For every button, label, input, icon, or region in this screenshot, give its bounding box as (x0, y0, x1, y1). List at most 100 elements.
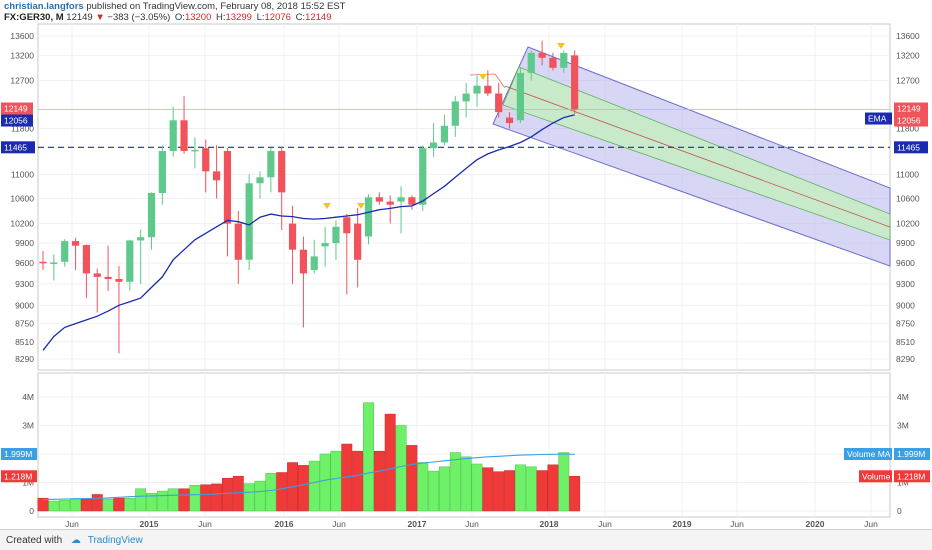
channel-inner-band[interactable] (502, 66, 891, 241)
volume-bar[interactable] (439, 466, 450, 512)
volume-bar[interactable] (525, 466, 537, 512)
volume-bar[interactable] (48, 500, 60, 512)
volume-bar[interactable] (276, 472, 288, 512)
candle-body[interactable] (495, 93, 503, 113)
volume-bar[interactable] (37, 497, 49, 512)
candle-body[interactable] (147, 192, 156, 238)
volume-bar[interactable] (536, 470, 548, 512)
volume-bar[interactable] (102, 498, 114, 512)
candle-body[interactable] (202, 148, 210, 172)
volume-bar[interactable] (395, 425, 407, 512)
volume-bar[interactable] (428, 470, 440, 512)
volume-bar[interactable] (156, 490, 168, 512)
volume-bar[interactable] (558, 452, 570, 512)
candle-body[interactable] (332, 226, 340, 244)
candle-body[interactable] (180, 120, 188, 152)
volume-bar[interactable] (504, 470, 516, 512)
candle-body[interactable] (451, 101, 459, 126)
volume-bar[interactable] (373, 450, 385, 512)
candle-body[interactable] (288, 223, 297, 250)
author-link[interactable]: christian.langfors (4, 1, 84, 12)
volume-bar[interactable] (547, 464, 559, 512)
candle-body[interactable] (310, 256, 318, 270)
candle-body[interactable] (430, 142, 438, 149)
volume-ma-line[interactable] (42, 453, 575, 501)
candle-body[interactable] (158, 151, 166, 193)
pitchfork-handle[interactable] (469, 73, 506, 89)
candle-body[interactable] (126, 240, 134, 282)
candle-body[interactable] (527, 52, 535, 73)
volume-bar[interactable] (449, 452, 461, 512)
volume-bar[interactable] (135, 488, 147, 512)
volume-bar[interactable] (308, 460, 320, 512)
volume-bar[interactable] (493, 471, 505, 512)
volume-bar[interactable] (146, 493, 157, 512)
candle-body[interactable] (462, 93, 470, 102)
volume-bar[interactable] (178, 488, 190, 512)
price-chart-canvas[interactable]: Jun 2015 Jun 2016 Jun 2017 Jun 2018 Jun 2019 Jun 20… (0, 0, 932, 529)
candle-body[interactable] (571, 55, 579, 110)
volume-bar[interactable] (80, 498, 92, 512)
candle-body[interactable] (234, 223, 242, 260)
volume-bar[interactable] (91, 494, 103, 512)
candle-body[interactable] (137, 237, 145, 241)
volume-bar[interactable] (113, 497, 125, 512)
volume-bar[interactable] (482, 467, 494, 512)
candle-body[interactable] (50, 262, 58, 264)
candle-body[interactable] (549, 57, 557, 68)
candle-body[interactable] (169, 120, 177, 152)
volume-bar[interactable] (417, 462, 429, 512)
volume-bar[interactable] (189, 485, 201, 512)
ema-line[interactable] (42, 114, 575, 351)
volume-bar[interactable] (384, 413, 396, 512)
candle-body[interactable] (299, 249, 307, 274)
volume-bar[interactable] (222, 477, 233, 512)
volume-bar[interactable] (569, 476, 581, 512)
volume-bar[interactable] (406, 445, 418, 512)
candle-body[interactable] (516, 72, 524, 121)
candle-body[interactable] (321, 243, 329, 247)
candle-body[interactable] (538, 52, 546, 58)
candle-body[interactable] (267, 151, 275, 178)
volume-bar[interactable] (352, 450, 364, 512)
candle-body[interactable] (375, 197, 383, 202)
candle-body[interactable] (440, 125, 449, 143)
candle-body[interactable] (278, 151, 286, 193)
symbol-label[interactable]: FX:GER30, M (4, 12, 64, 23)
candle-body[interactable] (213, 171, 221, 181)
tradingview-brand-link[interactable]: TradingView (87, 535, 143, 546)
volume-bar[interactable] (200, 484, 212, 512)
candle-body[interactable] (104, 276, 112, 279)
volume-bar[interactable] (70, 498, 81, 512)
candle-body[interactable] (354, 223, 362, 260)
candle-body[interactable] (245, 183, 253, 260)
volume-bar[interactable] (460, 456, 472, 512)
candle-body[interactable] (82, 245, 90, 274)
candle-body[interactable] (408, 197, 416, 205)
candle-body[interactable] (191, 149, 199, 152)
candle-body[interactable] (61, 241, 69, 262)
candle-body[interactable] (419, 148, 427, 205)
candle-body[interactable] (256, 177, 264, 184)
candle-body[interactable] (71, 241, 80, 246)
candle-body[interactable] (343, 217, 351, 234)
volume-bar[interactable] (363, 402, 374, 512)
volume-bar[interactable] (254, 480, 266, 512)
volume-bar[interactable] (330, 450, 342, 512)
volume-bar[interactable] (243, 483, 255, 512)
candle-body[interactable] (386, 201, 394, 205)
volume-bar[interactable] (167, 488, 179, 512)
volume-bar[interactable] (297, 465, 309, 512)
candle-body[interactable] (505, 117, 514, 124)
candle-body[interactable] (397, 197, 405, 202)
candle-body[interactable] (560, 52, 568, 68)
volume-bar[interactable] (59, 499, 71, 512)
volume-bar[interactable] (265, 473, 277, 512)
volume-bar[interactable] (319, 453, 331, 512)
candle-body[interactable] (484, 85, 492, 94)
candle-body[interactable] (473, 85, 481, 94)
candle-body[interactable] (364, 197, 373, 237)
candle-body[interactable] (223, 151, 232, 224)
volume-bar[interactable] (211, 483, 223, 512)
volume-bar[interactable] (514, 464, 526, 512)
